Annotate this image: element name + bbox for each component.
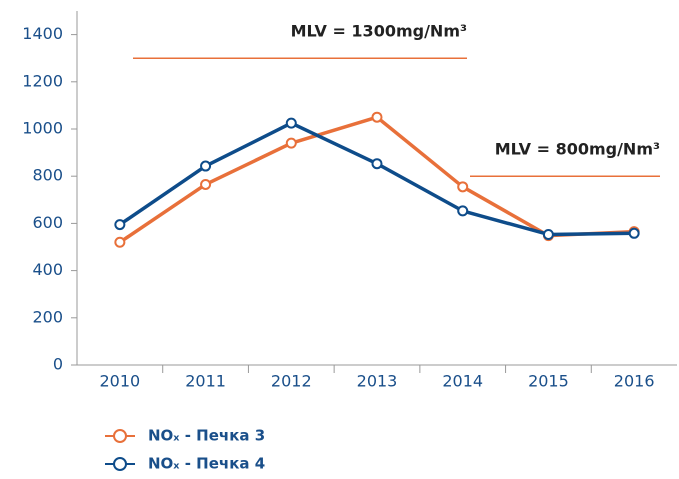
point: [285, 137, 297, 149]
point: [114, 219, 126, 231]
y-tick-label: 0: [53, 355, 63, 374]
point: [542, 228, 554, 240]
legend-marker: [113, 429, 127, 443]
x-tick-label: 2013: [357, 372, 398, 391]
legend-label: NOₓ - Печка 4: [148, 455, 265, 473]
y-tick-label: 1400: [22, 24, 63, 43]
y-tick-label: 800: [32, 166, 63, 185]
y-tick-label: 1200: [22, 71, 63, 90]
point: [628, 227, 640, 239]
point: [114, 236, 126, 248]
point: [457, 205, 469, 217]
x-tick-label: 2012: [271, 372, 312, 391]
x-tick-label: 2015: [528, 372, 569, 391]
legend-label: NOₓ - Печка 3: [148, 427, 265, 445]
y-tick-label: 600: [32, 213, 63, 232]
series-line: [118, 115, 635, 244]
point: [371, 111, 383, 123]
x-tick-label: 2010: [99, 372, 140, 391]
y-tick-label: 400: [32, 260, 63, 279]
point: [200, 178, 212, 190]
limit-label: MLV = 800mg/Nm³: [495, 140, 660, 159]
point: [285, 117, 297, 129]
point: [457, 181, 469, 193]
x-tick-label: 2011: [185, 372, 226, 391]
y-tick-label: 200: [32, 307, 63, 326]
y-tick-label: 1000: [22, 119, 63, 138]
x-tick-label: 2014: [442, 372, 483, 391]
point: [371, 158, 383, 170]
limit-label: MLV = 1300mg/Nm³: [291, 22, 467, 41]
legend-marker: [113, 457, 127, 471]
point: [200, 160, 212, 172]
x-tick-label: 2016: [614, 372, 655, 391]
